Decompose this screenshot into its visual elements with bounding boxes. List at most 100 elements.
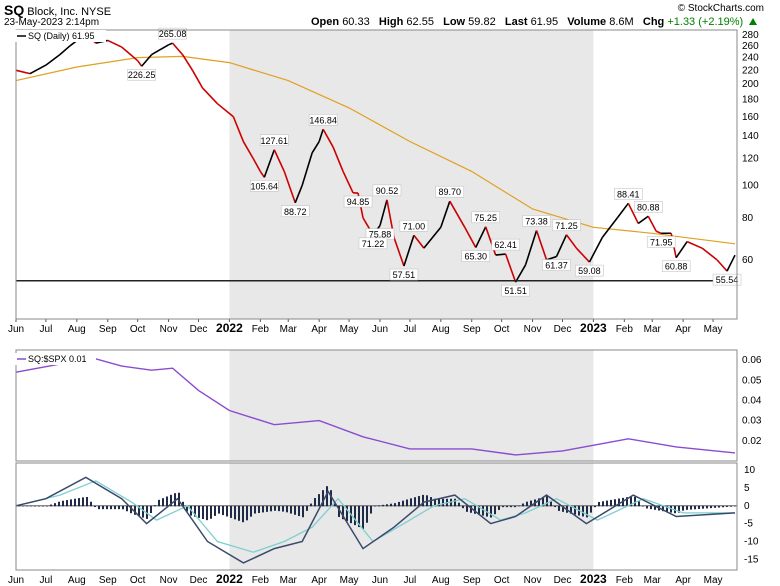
- chg-arrow-icon: [749, 18, 758, 25]
- price-line-segment: [484, 226, 497, 256]
- histogram-bar: [506, 505, 508, 508]
- histogram-bar: [82, 497, 84, 507]
- x-axis-label: Jun: [372, 575, 388, 586]
- x-axis-label: 2023: [580, 572, 607, 586]
- price-line-segment: [294, 185, 303, 204]
- histogram-bar: [434, 498, 436, 507]
- x-axis-label: Feb: [252, 324, 270, 335]
- x-axis-label: Dec: [554, 575, 572, 586]
- x-axis-label: Mar: [280, 575, 298, 586]
- x-axis-label: May: [704, 324, 723, 335]
- x-axis-label: Dec: [554, 324, 572, 335]
- histogram-bar: [186, 505, 188, 512]
- histogram-bar: [58, 501, 60, 507]
- price-line-segment: [637, 215, 649, 225]
- price-panel-frame: [15, 29, 738, 320]
- histogram-bar: [646, 505, 648, 509]
- histogram-bar: [418, 496, 420, 507]
- histogram-bar: [278, 505, 280, 512]
- histogram-bar: [302, 505, 304, 518]
- price-label-box: [491, 238, 520, 251]
- histogram-bar: [730, 505, 732, 507]
- price-line-segment: [565, 234, 578, 249]
- histogram-bar: [122, 505, 124, 510]
- price-ytick-label: 140: [742, 131, 759, 142]
- histogram-bar: [682, 505, 684, 511]
- histogram-bar: [726, 505, 728, 507]
- x-axis-label: Aug: [68, 575, 86, 586]
- histogram-bar: [318, 494, 320, 507]
- shaded-year-band-ratio: [229, 350, 594, 461]
- x-axis-label: Nov: [524, 575, 542, 586]
- price-line-segment: [423, 226, 442, 249]
- price-line-segment: [504, 253, 517, 283]
- volume-label: Volume: [567, 16, 607, 28]
- ratio-legend: SQ:$SPX 0.01: [28, 354, 87, 364]
- oscillator-ytick-label: 0: [744, 501, 750, 512]
- low-label: Low: [443, 16, 466, 28]
- price-label-box: [399, 220, 429, 232]
- price-label: 51.51: [504, 286, 527, 296]
- price-line-segment: [273, 149, 285, 172]
- x-axis-label: Jul: [404, 324, 417, 335]
- histogram-bar: [494, 505, 496, 515]
- histogram-bar: [26, 505, 28, 507]
- histogram-bar: [106, 505, 108, 510]
- histogram-bar: [454, 498, 456, 507]
- histogram-bar: [514, 505, 516, 508]
- histogram-bar: [510, 505, 512, 508]
- histogram-bar: [230, 505, 232, 518]
- histogram-bar: [438, 498, 440, 507]
- histogram-bar: [490, 505, 492, 518]
- x-axis-label: Apr: [311, 324, 327, 335]
- price-line-segment: [627, 202, 639, 224]
- histogram-bar: [314, 498, 316, 507]
- histogram-bar: [642, 505, 644, 507]
- price-line-segment: [601, 217, 618, 238]
- histogram-bar: [310, 503, 312, 507]
- price-line-segment: [45, 53, 61, 66]
- price-label: 75.25: [474, 213, 497, 223]
- x-axis-label: Sep: [99, 575, 117, 586]
- x-axis-label: Jul: [40, 324, 53, 335]
- price-label-box: [372, 184, 402, 197]
- histogram-bar: [110, 505, 112, 510]
- x-axis-label: May: [340, 575, 359, 586]
- histogram-bar: [222, 505, 224, 516]
- price-label-box: [127, 68, 156, 81]
- histogram-bar: [606, 500, 608, 507]
- price-label: 94.85: [347, 197, 370, 207]
- price-ytick-label: 80: [742, 213, 754, 224]
- histogram-bar: [66, 500, 68, 507]
- x-axis-label: Apr: [675, 575, 691, 586]
- price-label-box: [501, 284, 530, 297]
- histogram-bar: [78, 498, 80, 507]
- price-line-segment: [263, 149, 276, 178]
- price-label: 61.37: [545, 261, 568, 271]
- price-label-box: [646, 236, 676, 248]
- histogram-bar: [614, 499, 616, 507]
- histogram-bar: [94, 505, 96, 508]
- histogram-bar: [202, 505, 204, 520]
- price-line-segment: [181, 54, 194, 71]
- price-label: 71.25: [555, 221, 578, 231]
- price-line-segment: [318, 129, 324, 142]
- histogram-bar: [362, 505, 364, 530]
- price-label-box: [575, 264, 604, 277]
- company-name: Block, Inc.: [27, 6, 79, 18]
- price-ytick-label: 220: [742, 65, 759, 76]
- histogram-bar: [210, 505, 212, 519]
- histogram-bar: [166, 496, 168, 507]
- histogram-bar: [638, 501, 640, 507]
- price-ytick-label: 60: [742, 255, 754, 266]
- price-line-segment: [29, 64, 47, 75]
- x-axis-label: Aug: [432, 575, 450, 586]
- x-axis-label: Oct: [494, 324, 510, 335]
- price-line-segment: [647, 215, 657, 232]
- price-line-segment: [555, 234, 568, 257]
- price-label-box: [435, 185, 465, 198]
- histogram-bar: [150, 505, 152, 513]
- x-axis-label: Oct: [130, 324, 146, 335]
- price-label: 71.22: [362, 239, 385, 249]
